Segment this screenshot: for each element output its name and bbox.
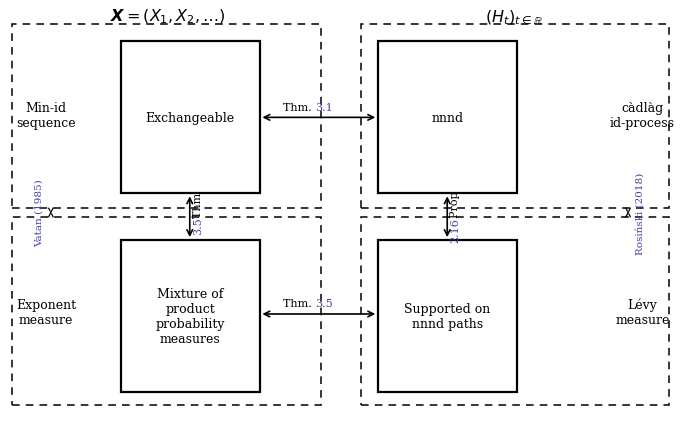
Bar	[378, 240, 517, 392]
Text: Thm.: Thm.	[283, 103, 315, 112]
Text: Prop: Prop	[450, 187, 460, 217]
Bar	[12, 217, 321, 405]
Bar	[121, 240, 260, 392]
Bar	[361, 217, 669, 405]
Text: Lévy
measure: Lévy measure	[615, 298, 669, 326]
Text: càdlàg
id-process: càdlàg id-process	[610, 102, 675, 130]
Bar	[378, 42, 517, 194]
Text: Vatan (1985): Vatan (1985)	[34, 179, 43, 247]
Bar	[361, 25, 669, 209]
Text: $\boldsymbol{X} = (X_1, X_2, \ldots)$: $\boldsymbol{X} = (X_1, X_2, \ldots)$	[110, 8, 226, 26]
Text: Mixture of
product
probability
measures: Mixture of product probability measures	[155, 288, 225, 345]
Bar	[121, 42, 260, 194]
Text: Thm: Thm	[193, 189, 203, 217]
Text: Exchangeable: Exchangeable	[145, 112, 235, 124]
Text: Rosiński (2018): Rosiński (2018)	[636, 172, 645, 254]
Bar	[12, 25, 321, 209]
Text: 3.5: 3.5	[193, 217, 203, 235]
Text: Exponent
measure: Exponent measure	[16, 298, 76, 326]
Text: nnnd: nnnd	[432, 112, 464, 124]
Text: 3.1: 3.1	[315, 103, 333, 112]
Text: Supported on
nnnd paths: Supported on nnnd paths	[404, 302, 490, 330]
Text: Thm.: Thm.	[283, 299, 315, 309]
Text: Min-id
sequence: Min-id sequence	[16, 102, 76, 130]
Text: $(H_t)_{t \in \mathbb{R}}$: $(H_t)_{t \in \mathbb{R}}$	[485, 8, 543, 26]
Text: 2.16: 2.16	[450, 217, 460, 242]
Text: 3.5: 3.5	[315, 299, 333, 309]
